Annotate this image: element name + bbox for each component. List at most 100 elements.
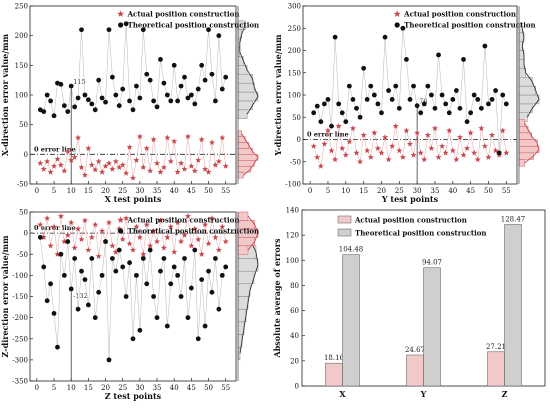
theoretical-point [99,272,105,278]
theoretical-hist-bin [518,85,536,96]
theoretical-point [116,103,122,109]
theoretical-point [123,294,129,299]
plot-frame [29,5,237,185]
y-tick-label: 50 [292,114,301,122]
x-tick-label: 0 [35,384,39,392]
theoretical-point [336,101,342,107]
y-tick-label: -350 [12,378,28,386]
legend-actual-swatch [337,215,352,224]
theoretical-point [178,294,184,299]
theoretical-point [127,260,132,266]
theoretical-hist-curve [239,226,259,354]
y-tick-label: 100 [15,92,28,100]
theoretical-point [182,256,187,261]
theoretical-point [144,281,150,287]
actual-point [198,136,205,143]
theoretical-point [113,268,119,274]
theoretical-point [130,336,136,342]
actual-point [460,151,467,158]
theoretical-point [400,25,406,31]
actual-point [406,140,414,147]
actual-point [64,148,71,154]
theoretical-point [164,323,170,329]
legend-actual-star [117,216,125,223]
actual-point [167,223,174,230]
theoretical-point [65,109,71,115]
actual-point [385,156,392,163]
actual-point [171,138,178,144]
bar-theoretical [423,267,441,387]
theoretical-point [147,247,153,253]
actual-point [389,142,396,149]
theoretical-point [37,234,43,240]
category-label: Z [502,389,508,399]
theoretical-point [123,21,129,27]
actual-point [208,215,216,221]
y-tick-label: 100 [288,92,301,100]
bar-theoretical [504,224,522,387]
theoretical-point [68,286,74,292]
theoretical-point [357,114,363,120]
actual-point [143,145,150,151]
actual-point [178,160,185,166]
actual-point [153,238,161,245]
theoretical-point [171,62,177,68]
theoretical-point [213,256,218,261]
theoretical-point [55,344,60,350]
actual-point [310,142,317,149]
theoretical-point [82,277,88,282]
theoretical-point [457,105,463,111]
theoretical-point [72,104,78,110]
theoretical-point [329,123,334,129]
x-tick-label: 25 [118,187,127,195]
x-axis-label: Z test points [105,391,162,401]
theoretical-point [144,71,150,77]
actual-point [133,223,140,230]
actual-point [360,131,367,138]
theoretical-point [58,81,64,87]
actual-point [378,149,385,156]
actual-point [399,154,406,160]
y-tick-label: 60 [290,307,299,315]
theoretical-point [421,101,427,107]
y-tick-label: 300 [288,3,301,11]
actual-point [153,160,161,166]
actual-point [140,164,147,170]
theoretical-point [468,110,474,116]
actual-point [442,149,449,156]
actual-point [50,223,58,230]
legend-theoretical-label: Theoretical position construction [355,229,487,238]
legend-theoretical-label: Theoretical position construction [128,21,260,30]
actual-point [99,168,106,175]
actual-point [191,167,198,174]
theoretical-point [411,83,416,89]
x-tick-label: 40 [170,384,179,392]
y-tick-label: 200 [288,47,301,55]
theoretical-point [147,77,153,83]
y-tick-label: -300 [12,356,28,364]
actual-hist-bin [518,145,540,154]
actual-point [188,163,195,169]
actual-point [167,158,174,165]
legend-theoretical-label: Theoretical position construction [404,21,536,30]
actual-point [140,251,147,257]
x-tick-label: 50 [204,384,213,392]
actual-point [129,174,137,181]
actual-point [174,219,181,226]
bar-actual [325,362,343,387]
actual-point [136,234,143,240]
legend-actual-label: Actual position construction [127,216,240,225]
theoretical-point [361,65,367,71]
actual-point [208,139,216,146]
theoretical-point [339,110,345,116]
actual-point [181,165,188,172]
theoretical-point [219,86,225,92]
y-axis-label: Absolute average of errors [272,238,282,358]
legend-theoretical-dot [394,22,400,28]
actual-point [129,246,137,253]
y-axis-label: X-direction error value/mm [0,33,10,156]
y-tick-label: 50 [19,121,28,129]
theoretical-point [350,97,356,102]
actual-hist-bin [518,132,532,140]
